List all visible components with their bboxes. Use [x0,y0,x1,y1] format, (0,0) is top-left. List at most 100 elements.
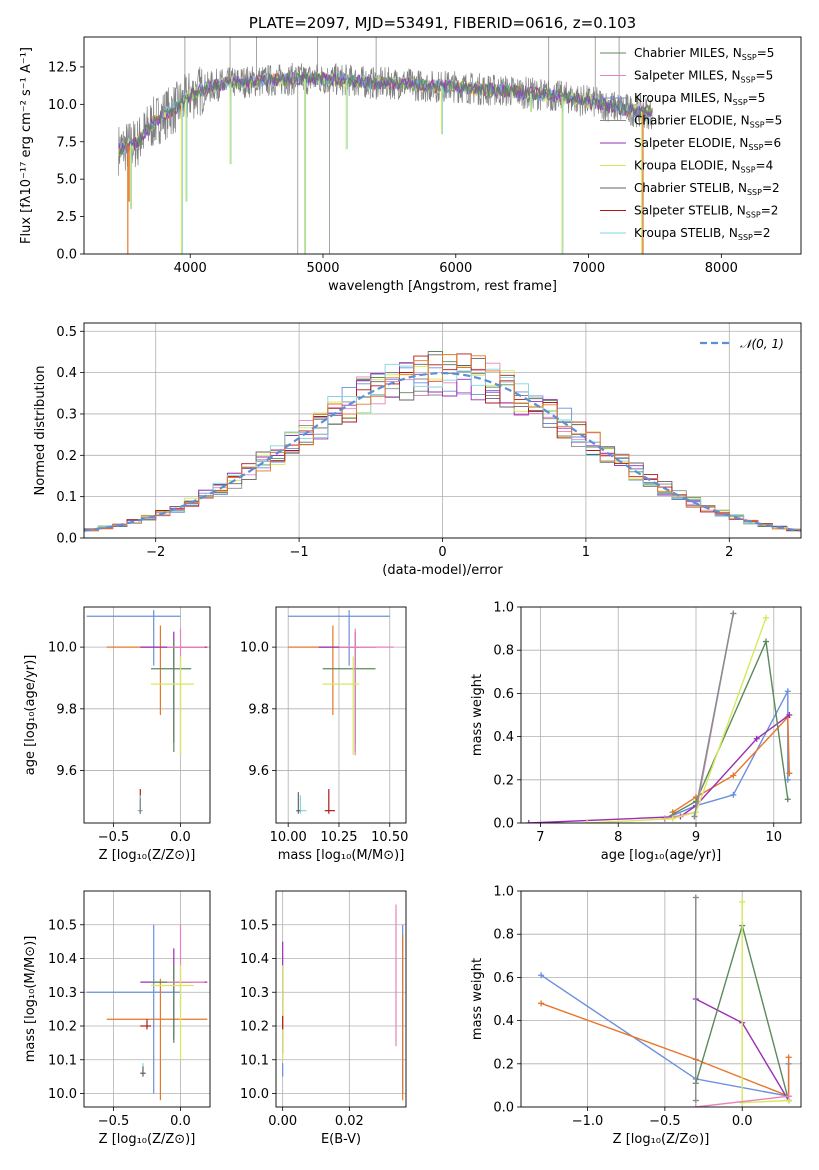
data-point [786,712,793,718]
mass_vs_ebv-frame [275,890,407,1108]
normal-curve-line [84,371,801,532]
chart-title: PLATE=2097, MJD=53491, FIBERID=0616, z=0… [249,14,636,32]
y-tick-label: 10.5 [240,918,269,933]
legend-label: 𝒩(0, 1) [740,337,784,351]
data-point [784,688,791,695]
y-axis-label: age [log₁₀(age/yr)] [23,655,38,776]
residual_histogram-panel: −2 −1 0 1 2 0.0 0.1 0.2 0.3 0.4 0.5 (data-model)/er… [33,322,802,578]
massweight_vs_Z-plot-area [521,891,801,1107]
x-tick-label: −0.5 [98,1114,130,1129]
age_vs_Z-frame [83,606,211,824]
x-tick-label: 0.0 [732,1114,753,1129]
y-tick-label: 10.0 [48,641,77,656]
series-line [587,617,767,823]
y-tick-label: 10.3 [240,986,269,1001]
y-axis-label: mass weight [470,674,485,756]
y-tick-label: 0.2 [493,1057,514,1072]
y-tick-label: 10.4 [240,952,269,967]
x-tick-label: 0.0 [170,1114,191,1129]
data-point [763,614,769,621]
y-tick-label: 2.5 [56,210,77,225]
y-tick-label: 10.5 [48,918,77,933]
model-spectrum-line [118,71,653,156]
series-line [695,1095,789,1107]
series-line [664,690,789,820]
legend-label: Kroupa MILES, NSSP=5 [634,91,765,107]
data-point [692,1097,699,1104]
mass_vs_ebv-plot-area [276,891,406,1107]
y-tick-label: 9.8 [56,702,77,717]
x-tick-label: 7000 [572,261,605,276]
mass_vs_ebv-panel: 0.00 0.02 10.0 10.1 10.2 10.3 10.4 10.5 E(B-V) [240,890,407,1147]
x-tick-label: 7 [536,830,544,845]
data-point [692,1104,699,1107]
x-tick-label: 10.25 [320,830,357,845]
data-point [730,610,737,617]
data-point [785,1054,792,1061]
mass_vs_Z-panel: −0.5 0.0 10.0 10.1 10.2 10.3 10.4 10.5 Z [log₁₀(… [23,890,211,1147]
massweight_vs_Z-frame [520,890,802,1108]
spectrum-frame [83,36,802,255]
legend-label: Salpeter STELIB, NSSP=2 [634,204,778,220]
data-point [739,1099,746,1106]
y-tick-label: 10.3 [48,986,77,1001]
series-line [664,613,734,820]
x-axis-label: age [log₁₀(age/yr)] [601,848,722,863]
y-tick-label: 0.3 [56,407,77,422]
y-tick-label: 0.4 [493,1014,514,1029]
data-point [525,820,532,823]
x-axis-label: E(B-V) [321,1132,361,1147]
age_vs_mass-plot-area [276,607,406,823]
data-point [691,813,698,820]
y-axis-label: mass weight [470,958,485,1040]
x-tick-label: −0.5 [649,1114,681,1129]
series-line [693,613,734,817]
y-tick-label: 12.5 [48,60,77,75]
data-point [739,898,746,905]
legend-label: Kroupa STELIB, NSSP=2 [634,226,771,242]
x-tick-label: 9 [692,830,700,845]
mass_vs_Z-plot-area [84,891,210,1107]
x-tick-label: 8000 [705,261,738,276]
residual_histogram-plot-area [84,323,801,538]
massweight_vs_age-plot-area [521,607,801,823]
y-tick-label: 10.1 [48,1053,77,1068]
y-tick-label: 9.6 [248,764,269,779]
y-tick-label: 0.5 [56,325,77,340]
y-tick-label: 0.2 [56,449,77,464]
y-tick-label: 0.4 [56,366,77,381]
x-axis-label: (data-model)/error [382,563,503,578]
x-axis-label: wavelength [Angstrom, rest frame] [328,279,557,294]
y-tick-label: 0.6 [493,971,514,986]
x-tick-label: 0.0 [170,830,191,845]
y-axis-label: Flux [fλ10⁻¹⁷ erg cm⁻² s⁻¹ A⁻¹] [19,47,34,244]
data-point [669,815,676,822]
massweight_vs_age-frame [520,606,802,824]
x-tick-label: −0.5 [98,830,130,845]
residual_histogram-frame [83,322,802,539]
y-tick-label: 10.0 [240,641,269,656]
data-point [763,638,769,645]
y-axis-label: mass [log₁₀(M/M⊙)] [23,936,38,1063]
y-tick-label: 0.6 [493,687,514,702]
data-point [753,735,760,742]
y-tick-label: 0.8 [493,644,514,659]
x-tick-label: 6000 [439,261,472,276]
legend-label: Chabrier MILES, NSSP=5 [634,46,774,62]
data-point [785,1093,792,1100]
legend-label: Chabrier STELIB, NSSP=2 [634,181,780,197]
x-tick-label: 2 [725,545,733,560]
spectrum-plot-area [118,37,653,254]
data-point [538,1000,545,1007]
series-line [528,714,790,823]
y-tick-label: 10.0 [240,1087,269,1102]
age_vs_Z-plot-area [84,607,210,823]
x-tick-label: 0 [438,545,446,560]
legend-label: Salpeter ELODIE, NSSP=6 [634,136,781,152]
legend-label: Salpeter MILES, NSSP=5 [634,69,773,85]
y-tick-label: 10.1 [240,1053,269,1068]
x-axis-label: Z [log₁₀(Z/Z⊙)] [99,1132,196,1147]
x-tick-label: 0.02 [335,1114,364,1129]
data-point [692,894,699,901]
x-tick-label: 10 [766,830,783,845]
